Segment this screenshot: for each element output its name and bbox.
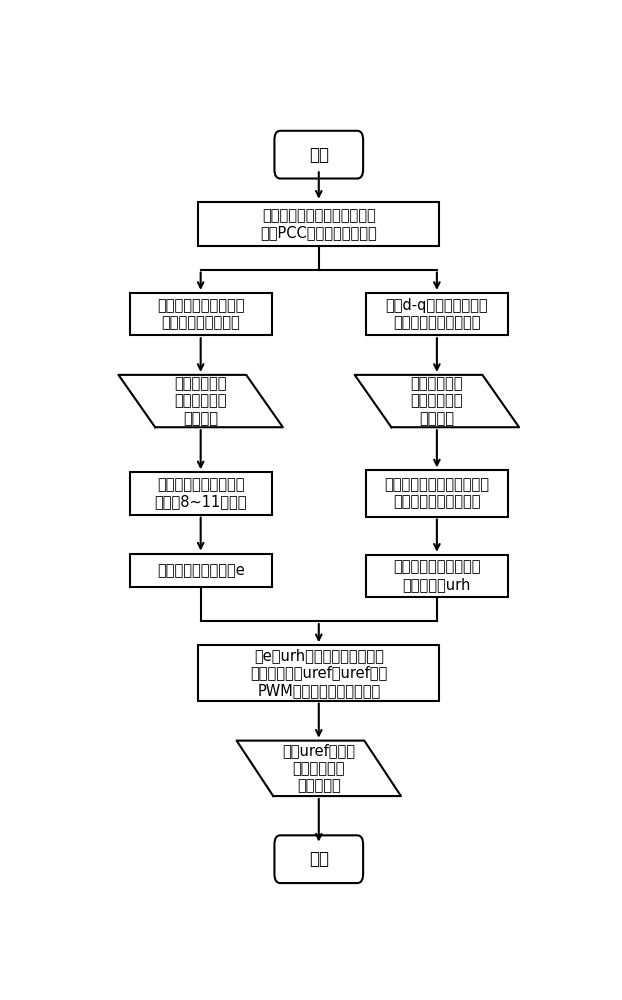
Text: 同步逆变控制模块根据
式子（8~11）计算: 同步逆变控制模块根据 式子（8~11）计算 bbox=[154, 477, 247, 510]
Text: 开始: 开始 bbox=[309, 146, 329, 164]
Text: 将e，urh相结合，计算逆变器
输出电压信号uref，uref作为
PWM解调器的控制参考信号: 将e，urh相结合，计算逆变器 输出电压信号uref，uref作为 PWM解调器… bbox=[250, 648, 388, 698]
Polygon shape bbox=[355, 375, 519, 427]
Bar bbox=[129, 554, 272, 587]
Bar bbox=[366, 555, 508, 597]
Bar bbox=[366, 293, 508, 335]
Bar bbox=[366, 470, 508, 517]
Bar bbox=[198, 645, 439, 701]
Polygon shape bbox=[118, 375, 283, 427]
Bar bbox=[129, 472, 272, 515]
Text: 输入分频抑制
控制模块所需
计算信息: 输入分频抑制 控制模块所需 计算信息 bbox=[411, 376, 463, 426]
FancyBboxPatch shape bbox=[274, 131, 363, 179]
FancyBboxPatch shape bbox=[274, 835, 363, 883]
Text: 生成分频抑制方法控制
的电压信号urh: 生成分频抑制方法控制 的电压信号urh bbox=[393, 560, 481, 592]
Text: 生成逆变器控制信号e: 生成逆变器控制信号e bbox=[157, 563, 244, 578]
Text: 输出uref给逆变
器，完成对逆
变器的控制: 输出uref给逆变 器，完成对逆 变器的控制 bbox=[282, 743, 355, 793]
Text: 经过低通滤波、功率计
算得到所需计算信息: 经过低通滤波、功率计 算得到所需计算信息 bbox=[157, 298, 244, 330]
Text: 采集孤岛运行模式下微电网运
行时PCC点处电压电流信息: 采集孤岛运行模式下微电网运 行时PCC点处电压电流信息 bbox=[261, 208, 377, 240]
Polygon shape bbox=[236, 741, 401, 796]
Bar bbox=[198, 202, 439, 246]
Bar bbox=[129, 293, 272, 335]
Text: 结束: 结束 bbox=[309, 850, 329, 868]
Text: 经过d-q变换及低通滤波
器，得到所需计算信息: 经过d-q变换及低通滤波 器，得到所需计算信息 bbox=[386, 298, 488, 330]
Text: 提取不同频率的谐波分量，
进行谐波分频抑制计算: 提取不同频率的谐波分量， 进行谐波分频抑制计算 bbox=[384, 477, 490, 510]
Text: 输入同步逆变
控制模块所需
计算信息: 输入同步逆变 控制模块所需 计算信息 bbox=[174, 376, 227, 426]
